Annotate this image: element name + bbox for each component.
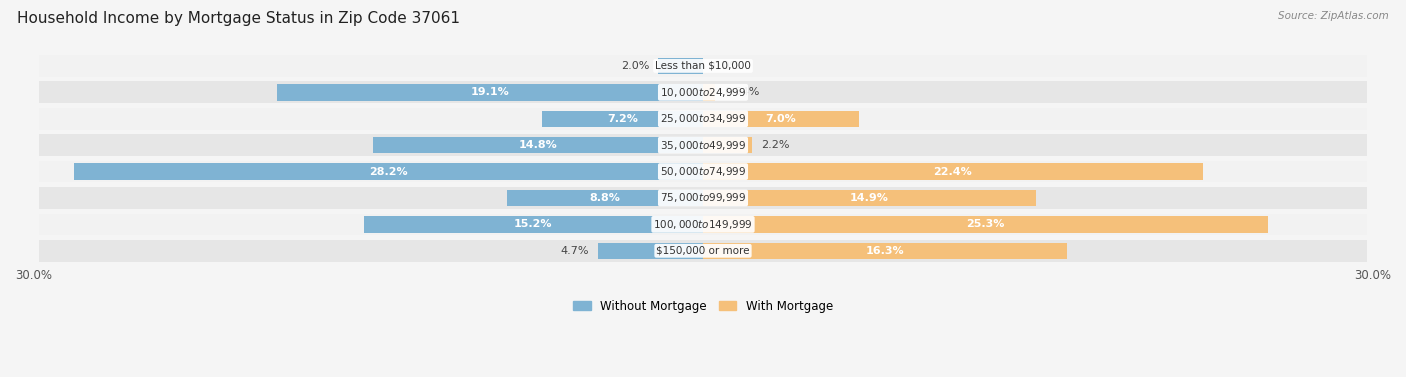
- Text: Less than $10,000: Less than $10,000: [655, 61, 751, 71]
- Bar: [277, 84, 703, 101]
- Text: 7.0%: 7.0%: [766, 114, 796, 124]
- Text: $10,000 to $24,999: $10,000 to $24,999: [659, 86, 747, 99]
- Text: 22.4%: 22.4%: [934, 167, 973, 176]
- Bar: [703, 137, 752, 153]
- Bar: [703, 163, 1204, 180]
- Bar: [703, 243, 1067, 259]
- Text: 28.2%: 28.2%: [368, 167, 408, 176]
- Bar: [39, 81, 1367, 103]
- Text: 7.2%: 7.2%: [607, 114, 638, 124]
- Bar: [73, 163, 703, 180]
- Text: $25,000 to $34,999: $25,000 to $34,999: [659, 112, 747, 125]
- Text: 15.2%: 15.2%: [515, 219, 553, 229]
- Text: 19.1%: 19.1%: [471, 87, 509, 97]
- Legend: Without Mortgage, With Mortgage: Without Mortgage, With Mortgage: [568, 295, 838, 317]
- Text: 2.2%: 2.2%: [761, 140, 790, 150]
- Bar: [703, 216, 1268, 233]
- Text: $50,000 to $74,999: $50,000 to $74,999: [659, 165, 747, 178]
- Text: 0.54%: 0.54%: [724, 87, 759, 97]
- Bar: [39, 108, 1367, 130]
- Text: 4.7%: 4.7%: [561, 246, 589, 256]
- Text: 25.3%: 25.3%: [966, 219, 1004, 229]
- Bar: [39, 187, 1367, 209]
- Bar: [39, 240, 1367, 262]
- Text: 0.0%: 0.0%: [711, 61, 740, 71]
- Text: $100,000 to $149,999: $100,000 to $149,999: [654, 218, 752, 231]
- Bar: [506, 190, 703, 206]
- Text: $75,000 to $99,999: $75,000 to $99,999: [659, 192, 747, 204]
- Bar: [703, 110, 859, 127]
- Text: $35,000 to $49,999: $35,000 to $49,999: [659, 139, 747, 152]
- Bar: [39, 161, 1367, 182]
- Bar: [364, 216, 703, 233]
- Text: 14.9%: 14.9%: [849, 193, 889, 203]
- Bar: [373, 137, 703, 153]
- Bar: [39, 134, 1367, 156]
- Text: 16.3%: 16.3%: [866, 246, 904, 256]
- Bar: [703, 84, 716, 101]
- Text: 8.8%: 8.8%: [589, 193, 620, 203]
- Text: Source: ZipAtlas.com: Source: ZipAtlas.com: [1278, 11, 1389, 21]
- Text: 14.8%: 14.8%: [519, 140, 557, 150]
- Bar: [39, 213, 1367, 235]
- Bar: [543, 110, 703, 127]
- Bar: [598, 243, 703, 259]
- Text: Household Income by Mortgage Status in Zip Code 37061: Household Income by Mortgage Status in Z…: [17, 11, 460, 26]
- Bar: [703, 190, 1035, 206]
- Text: $150,000 or more: $150,000 or more: [657, 246, 749, 256]
- Bar: [39, 55, 1367, 77]
- Text: 2.0%: 2.0%: [621, 61, 650, 71]
- Bar: [658, 58, 703, 74]
